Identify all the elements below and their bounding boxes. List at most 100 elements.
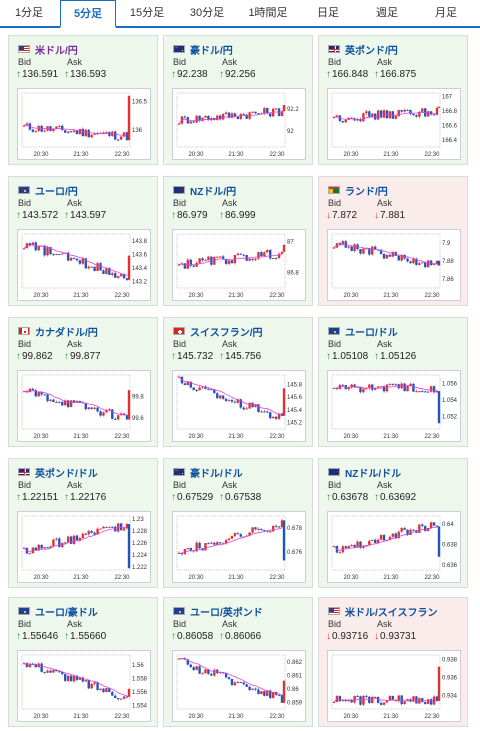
- candle: [40, 544, 43, 549]
- pair-card[interactable]: ユーロ/ドル Bid Ask ↑1.05108 ↑1.05126 1.056 1.054 1.…: [318, 317, 468, 447]
- price-chart[interactable]: 99.8 99.6 20:30 21:30 22:30: [17, 370, 151, 442]
- tab-2[interactable]: 15分足: [129, 7, 165, 19]
- candle: [429, 699, 433, 705]
- candle: [177, 123, 181, 125]
- tab-6[interactable]: 週足: [376, 7, 398, 19]
- pair-name[interactable]: 豪ドル/ドル: [190, 469, 243, 480]
- pair-card[interactable]: ユーロ/豪ドル Bid Ask ↑1.55646 ↑1.55660 1.56 1.558 1.…: [8, 597, 158, 727]
- candle: [242, 114, 245, 116]
- y-tick-label: 1.23: [132, 517, 144, 523]
- plot-frame: [331, 92, 441, 148]
- pair-name[interactable]: NZドル/ドル: [345, 469, 402, 480]
- x-tick-label: 21:30: [383, 714, 399, 720]
- pair-name[interactable]: ユーロ/ドル: [345, 328, 398, 339]
- price-chart[interactable]: 7.9 7.88 7.86 20:30 21:30 22:30: [327, 229, 461, 301]
- price-chart[interactable]: 87 86.8 20:30 21:30 22:30: [172, 229, 306, 301]
- x-tick-label: 20:30: [188, 714, 204, 720]
- price-chart[interactable]: 92.2 92 20:30 21:30 22:30: [172, 88, 306, 160]
- pair-name[interactable]: ユーロ/円: [35, 187, 78, 198]
- price-chart[interactable]: 0.862 0.861 0.86 0.859 20:30 21:30 22:30: [172, 650, 306, 722]
- price-chart[interactable]: 143.8 143.6 143.4 143.2 20:30 21:30 22:30: [17, 229, 151, 301]
- y-tick-label: 92.2: [287, 107, 299, 113]
- direction-arrow-icon: ↑: [374, 351, 379, 362]
- candle: [400, 254, 403, 261]
- pair-card[interactable]: 豪ドル/円 Bid Ask ↑92.238 ↑92.256 92.2 92 20:30 21:3…: [163, 35, 313, 165]
- pair-card[interactable]: NZドル/ドル Bid Ask ↑0.63678 ↑0.63692 0.64 0.638 0.…: [318, 458, 468, 588]
- pair-card[interactable]: ユーロ/円 Bid Ask ↑143.572 ↑143.597 143.8 143.6 143…: [8, 176, 158, 306]
- candle: [116, 415, 120, 420]
- candle: [43, 671, 46, 673]
- candle: [406, 699, 409, 702]
- price-chart[interactable]: 145.8 145.6 145.4 145.2 20:30 21:30 22:30: [172, 370, 306, 442]
- tab-5[interactable]: 日足: [317, 7, 339, 19]
- pair-name[interactable]: スイスフラン/円: [190, 328, 263, 339]
- tab-1[interactable]: 5分足: [60, 0, 116, 28]
- pair-name[interactable]: ユーロ/英ポンド: [190, 608, 263, 619]
- price-chart[interactable]: 0.938 0.936 0.934 20:30 21:30 22:30: [327, 650, 461, 722]
- candle: [362, 695, 365, 705]
- pair-card[interactable]: スイスフラン/円 Bid Ask ↑145.732 ↑145.756 145.8 145.6…: [163, 317, 313, 447]
- pair-card[interactable]: 米ドル/スイスフラン Bid Ask ↓0.93716 ↓0.93731 0.938 0.9…: [318, 597, 468, 727]
- pair-name[interactable]: 英ポンド/円: [345, 46, 398, 57]
- price-chart[interactable]: 0.64 0.638 0.636 20:30 21:30 22:30: [327, 511, 461, 583]
- candle: [388, 536, 392, 541]
- pair-card[interactable]: ランド/円 Bid Ask ↓7.872 ↓7.881 7.9 7.88 7.86 20:30 2…: [318, 176, 468, 306]
- candle: [37, 544, 40, 551]
- pair-name[interactable]: カナダドル/円: [35, 328, 98, 339]
- pair-card[interactable]: 米ドル/円 Bid Ask ↑136.591 ↑136.593 136.5 136 20:30…: [8, 35, 158, 165]
- candle: [391, 251, 395, 257]
- candle: [406, 258, 409, 262]
- price-chart[interactable]: 136.5 136 20:30 21:30 22:30: [17, 88, 151, 160]
- flag-icon: [18, 45, 30, 53]
- candle: [388, 254, 392, 257]
- tab-0[interactable]: 1分足: [14, 7, 44, 19]
- candle: [435, 107, 439, 115]
- candle: [263, 107, 266, 114]
- flag-icon: [173, 45, 185, 53]
- ask-label: Ask: [222, 198, 238, 208]
- candle: [195, 390, 198, 392]
- candle: [99, 528, 102, 530]
- candle: [52, 254, 55, 256]
- pair-name[interactable]: ランド/円: [345, 187, 388, 198]
- pair-name[interactable]: 英ポンド/ドル: [35, 469, 98, 480]
- tab-7[interactable]: 月足: [435, 7, 457, 19]
- candle: [245, 684, 248, 687]
- candle: [96, 528, 99, 535]
- pair-card[interactable]: 英ポンド/円 Bid Ask ↑166.848 ↑166.875 167 166.8 166.…: [318, 35, 468, 165]
- pair-card[interactable]: 豪ドル/ドル Bid Ask ↑0.67529 ↑0.67538 0.678 0.676 20…: [163, 458, 313, 588]
- pair-name[interactable]: 豪ドル/円: [190, 46, 233, 57]
- candle: [189, 664, 192, 668]
- tab-4[interactable]: 1時間足: [248, 7, 288, 19]
- price-chart[interactable]: 1.056 1.054 1.052 20:30 21:30 22:30: [327, 370, 461, 442]
- candle: [216, 669, 219, 674]
- bid-number: 1.55646: [22, 631, 59, 642]
- pair-name[interactable]: 米ドル/円: [35, 46, 78, 57]
- pair-card[interactable]: 英ポンド/ドル Bid Ask ↑1.22151 ↑1.22176 1.23 1.228 1.…: [8, 458, 158, 588]
- candle: [66, 400, 70, 408]
- candle: [353, 244, 356, 252]
- candle: [406, 529, 409, 535]
- flag-icon: [328, 45, 340, 53]
- candle: [43, 547, 46, 549]
- candle: [183, 263, 187, 269]
- candle: [274, 416, 278, 419]
- pair-name[interactable]: NZドル/円: [190, 187, 237, 198]
- x-tick-label: 22:30: [114, 152, 130, 158]
- candle: [210, 542, 213, 544]
- bid-value: ↑1.22151: [16, 492, 58, 503]
- pair-name[interactable]: 米ドル/スイスフラン: [345, 608, 438, 619]
- tab-3[interactable]: 30分足: [189, 7, 225, 19]
- candle: [58, 125, 61, 127]
- pair-card[interactable]: ユーロ/英ポンド Bid Ask ↑0.86058 ↑0.86066 0.862 0.861…: [163, 597, 313, 727]
- candle: [338, 696, 342, 702]
- price-chart[interactable]: 1.56 1.558 1.556 1.554 20:30 21:30 22:30: [17, 650, 151, 722]
- price-chart[interactable]: 1.23 1.228 1.226 1.224 1.222 20:30 21:30 22:30: [17, 511, 151, 583]
- candle: [75, 258, 79, 261]
- price-chart[interactable]: 167 166.8 166.6 166.4 20:30 21:30 22:30: [327, 88, 461, 160]
- pair-card[interactable]: NZドル/円 Bid Ask ↑86.979 ↑86.999 87 86.8 20:30 21:…: [163, 176, 313, 306]
- pair-name[interactable]: ユーロ/豪ドル: [35, 608, 98, 619]
- flag-icon: [173, 327, 185, 335]
- pair-card[interactable]: カナダドル/円 Bid Ask ↑99.862 ↑99.877 99.8 99.6 20:30…: [8, 317, 158, 447]
- price-chart[interactable]: 0.678 0.676 20:30 21:30 22:30: [172, 511, 306, 583]
